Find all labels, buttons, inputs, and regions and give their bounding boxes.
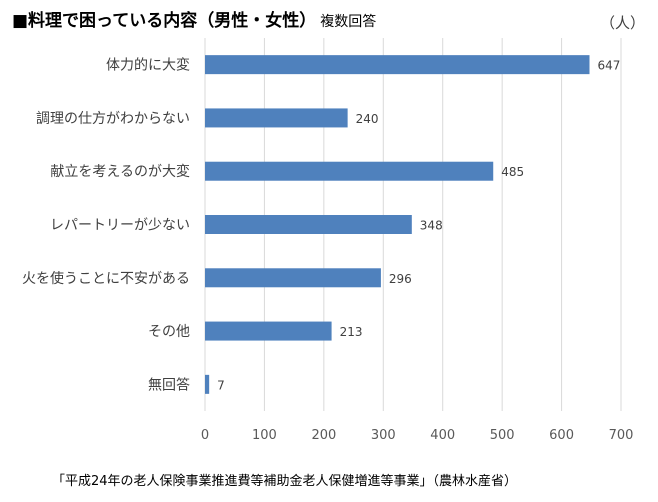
- category-labels: 体力的に大変調理の仕方がわからない献立を考えるのが大変レパートリーが少ない火を使…: [22, 57, 190, 394]
- x-tick-label-0: 0: [201, 428, 209, 443]
- value-label-0: 647: [598, 59, 621, 73]
- value-label-3: 348: [420, 219, 443, 233]
- x-tick-label-500: 500: [490, 428, 515, 443]
- category-label-0: 体力的に大変: [106, 57, 190, 74]
- x-tick-label-300: 300: [371, 428, 396, 443]
- value-label-6: 7: [217, 378, 225, 392]
- value-label-1: 240: [356, 112, 379, 126]
- x-tick-label-200: 200: [311, 428, 336, 443]
- value-label-5: 213: [340, 325, 363, 339]
- chart-title-main: ■料理で困っている内容（男性・女性）: [12, 11, 317, 31]
- bar-4: [205, 268, 381, 288]
- x-tick-label-400: 400: [430, 428, 455, 443]
- x-tick-label-600: 600: [549, 428, 574, 443]
- bar-3: [205, 215, 412, 234]
- bar-6: [205, 374, 210, 394]
- category-label-4: 火を使うことに不安がある: [22, 270, 190, 287]
- chart-title-sub: 複数回答: [320, 14, 377, 30]
- category-label-6: 無回答: [148, 376, 190, 393]
- bars: [205, 55, 590, 394]
- value-labels: 647 240 485 348 296 213 7: [217, 59, 620, 393]
- bar-0: [205, 55, 590, 75]
- x-tick-label-100: 100: [252, 428, 277, 443]
- bar-2: [205, 161, 494, 181]
- category-label-2: 献立を考えるのが大変: [50, 163, 190, 180]
- category-label-5: その他: [148, 324, 190, 340]
- category-label-3: レパートリーが少ない: [50, 218, 190, 234]
- source-note: 「平成24年の老人保険事業推進費等補助金老人保健増進等事業」（農林水産省）: [52, 474, 518, 489]
- unit-label: （人）: [600, 14, 646, 32]
- value-label-2: 485: [501, 165, 524, 179]
- chart-title: ■料理で困っている内容（男性・女性） 複数回答: [12, 6, 376, 31]
- bar-1: [205, 108, 348, 128]
- x-tick-label-700: 700: [609, 428, 634, 443]
- x-axis-tick-labels: 0 100 200 300 400 500 600 700: [201, 428, 634, 443]
- bar-5: [205, 321, 332, 341]
- value-label-4: 296: [389, 272, 412, 286]
- category-label-1: 調理の仕方がわからない: [36, 111, 190, 127]
